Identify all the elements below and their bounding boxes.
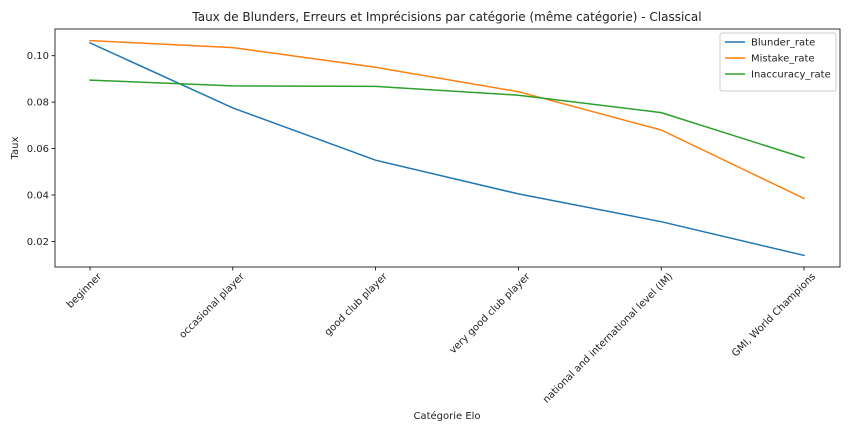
y-tick-label: 0.02 xyxy=(27,237,49,248)
series-line-blunder-rate xyxy=(89,41,805,257)
x-tick-label: very good club player xyxy=(448,271,533,356)
series-line-mistake-rate xyxy=(89,39,806,200)
legend-label: Blunder_rate xyxy=(751,38,815,49)
y-tick-label: 0.10 xyxy=(27,51,49,62)
x-tick-label: GMI, World Champions xyxy=(730,271,818,359)
chart-legend: Blunder_rate Mistake_rate Inaccuracy_rate xyxy=(719,32,837,92)
x-tick-label: good club player xyxy=(323,271,391,339)
plot-area-frame xyxy=(54,28,841,268)
y-tick-label: 0.08 xyxy=(27,98,49,109)
series-line-inaccuracy-rate xyxy=(89,79,805,159)
x-tick-label: beginner xyxy=(65,271,105,311)
x-tick-label: occasional player xyxy=(177,271,247,341)
x-tick-label: national and international level (IM) xyxy=(541,271,675,405)
y-tick-label: 0.04 xyxy=(27,191,49,202)
chart-title: Taux de Blunders, Erreurs et Imprécision… xyxy=(191,10,701,24)
y-tick-label: 0.06 xyxy=(27,144,49,155)
legend-frame xyxy=(719,32,837,92)
x-axis-label: Catégorie Elo xyxy=(413,410,480,422)
y-axis-label: Taux xyxy=(10,137,21,161)
legend-label: Mistake_rate xyxy=(751,54,815,65)
legend-label: Inaccuracy_rate xyxy=(751,70,831,81)
